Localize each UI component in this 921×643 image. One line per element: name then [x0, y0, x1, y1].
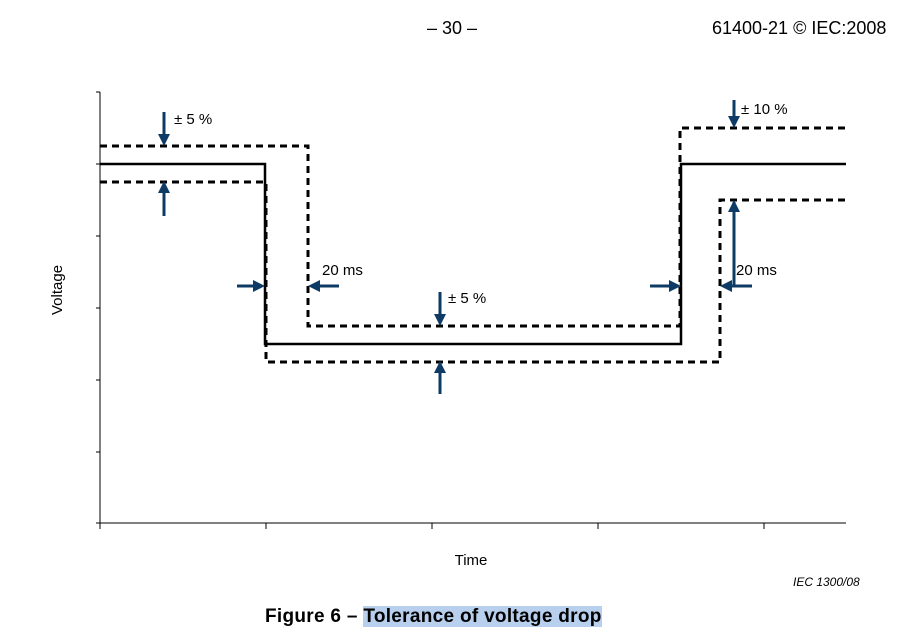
tolerance-arrow-right [728, 100, 740, 286]
y-ticks [96, 91, 100, 524]
y-axis-label: Voltage [49, 265, 66, 315]
time-arrow-right [650, 280, 752, 292]
lower-tolerance-envelope [100, 180, 846, 364]
tolerance-arrow-middle [434, 292, 446, 394]
x-axis-label: Time [455, 552, 488, 569]
tolerance-label-left: ± 5 % [174, 111, 212, 128]
voltage-drop-profile [100, 162, 846, 346]
tolerance-label-middle: ± 5 % [448, 290, 486, 307]
page-number: – 30 – [427, 18, 478, 38]
time-label-left: 20 ms [322, 262, 363, 279]
x-ticks [99, 523, 765, 529]
caption-number: Figure 6 – [265, 606, 364, 627]
time-arrow-left [237, 280, 339, 292]
caption-title: Tolerance of voltage drop [363, 606, 602, 627]
figure-code: IEC 1300/08 [793, 575, 860, 589]
time-label-right: 20 ms [736, 262, 777, 279]
tolerance-label-right: ± 10 % [741, 101, 788, 118]
upper-tolerance-envelope [100, 126, 846, 328]
standard-reference: 61400-21 © IEC:2008 [712, 18, 887, 38]
figure-caption: Figure 6 – Tolerance of voltage drop [265, 606, 602, 628]
tolerance-arrow-left [158, 112, 170, 216]
